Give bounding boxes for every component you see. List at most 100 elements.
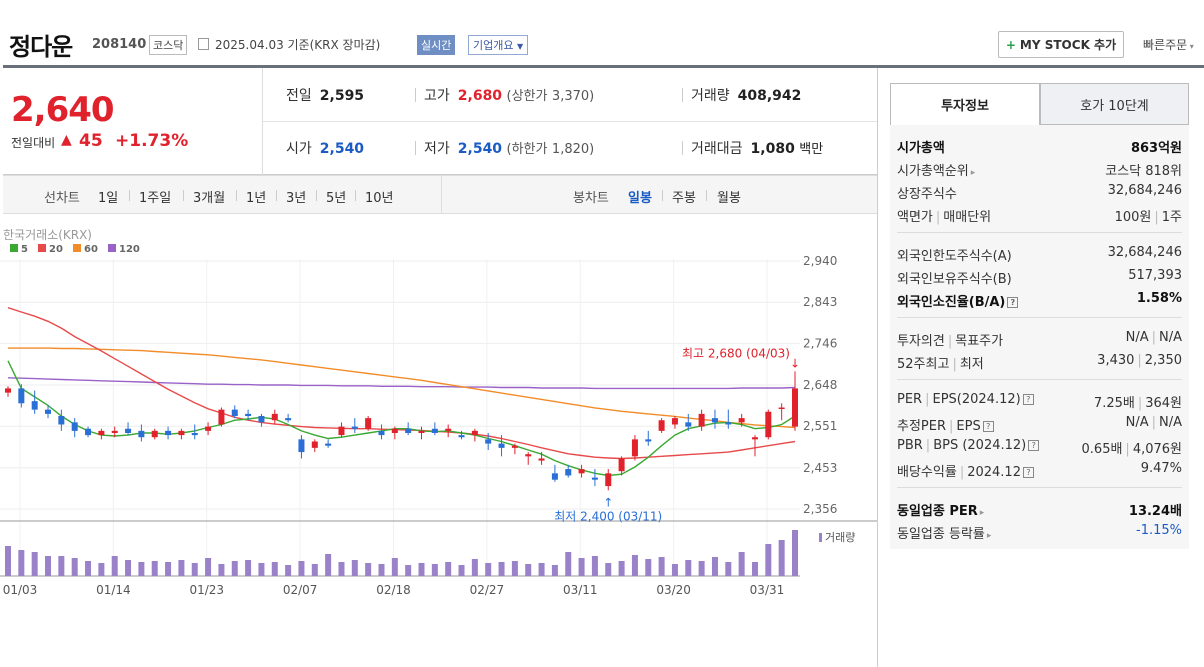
candle-chart-title: 봉차트	[573, 191, 609, 206]
candle-body	[778, 407, 785, 410]
candle-body	[311, 441, 318, 448]
tab-1year[interactable]: 1년	[246, 191, 267, 206]
invest-row: 상장주식수 32,684,246	[897, 179, 1182, 202]
candle-body	[391, 428, 398, 433]
invest-value: N/A | N/A	[1125, 415, 1182, 430]
candle-body	[285, 418, 292, 421]
base-date: 2025.04.03 기준(KRX 장마감)	[215, 38, 381, 52]
candle-body	[671, 418, 678, 425]
invest-row[interactable]: 동일업종 PER ▸ 13.24배	[897, 496, 1182, 519]
add-mystock-button[interactable]: + MY STOCK 추가	[998, 31, 1124, 58]
legend-swatch	[38, 244, 46, 252]
invest-row[interactable]: PER | EPS(2024.12)? 7.25배 | 364원	[897, 388, 1182, 411]
company-overview-dropdown[interactable]: 기업개요 ▼	[468, 35, 529, 55]
tab-10year[interactable]: 10년	[365, 191, 394, 206]
legend-label: 20	[49, 244, 63, 255]
day-high: 고가 2,680 (상한가 3,370)	[424, 88, 595, 104]
candle-body	[231, 409, 238, 416]
candle-body	[685, 422, 692, 427]
stock-chart[interactable]: 한국거래소(KRX) 5 20 60 120 2,940 2,843 2,746 2,648 2,…	[0, 214, 877, 604]
y-tick-label: 2,843	[803, 295, 837, 309]
invest-row[interactable]: 추정PER | EPS? N/A | N/A	[897, 411, 1182, 434]
legend-swatch	[108, 244, 116, 252]
invest-row[interactable]: 시가총액순위 ▸ 코스닥 818위	[897, 156, 1182, 179]
invest-row: 52주최고 | 최저 3,430 | 2,350	[897, 349, 1182, 372]
tab-daily[interactable]: 일봉	[628, 191, 652, 206]
ma120-line	[7, 377, 796, 390]
tab-5year[interactable]: 5년	[326, 191, 347, 206]
help-icon[interactable]: ?	[1022, 394, 1034, 405]
invest-value: 863억원	[1130, 141, 1182, 156]
candle-body	[445, 428, 452, 431]
volume-bar	[125, 560, 132, 576]
candle-body	[98, 430, 105, 436]
panel-divider	[877, 68, 878, 667]
invest-row[interactable]: 배당수익률 | 2024.12? 9.47%	[897, 457, 1182, 480]
candle-body	[525, 454, 532, 457]
stock-code: 208140	[92, 37, 147, 52]
candle-body	[18, 388, 25, 404]
candle-body	[85, 428, 92, 436]
tab-3month[interactable]: 3개월	[193, 191, 226, 206]
low-annotation: 최저 2,400 (03/11)	[554, 509, 662, 523]
volume-bar	[458, 565, 465, 576]
candle-body	[605, 473, 612, 487]
calendar-icon	[198, 38, 209, 50]
change-value: 45	[79, 131, 103, 151]
volume-bar	[765, 544, 772, 576]
stock-header: 정다운 208140 코스닥 2025.04.03 기준(KRX 장마감) 실시…	[0, 0, 1204, 66]
candle-body	[551, 473, 558, 480]
tab-orderbook[interactable]: 호가 10단계	[1040, 83, 1189, 125]
volume-bar	[5, 546, 11, 576]
tab-1week[interactable]: 1주일	[139, 191, 172, 206]
help-icon[interactable]: ?	[1028, 440, 1040, 451]
chevron-down-icon: ▾	[1187, 42, 1194, 51]
volume-bar	[498, 562, 505, 576]
candle-body	[125, 428, 132, 433]
invest-key: 동일업종 등락률 ▸	[897, 527, 992, 542]
invest-key: 투자의견 | 목표주가	[897, 334, 1004, 349]
tab-1day[interactable]: 1일	[98, 191, 119, 206]
volume-bar	[551, 565, 558, 576]
candle-body	[351, 426, 358, 429]
volume-bar	[698, 561, 705, 576]
invest-row[interactable]: 외국인소진율(B/A)? 1.58%	[897, 287, 1182, 310]
tab-3year[interactable]: 3년	[286, 191, 307, 206]
help-icon[interactable]: ?	[982, 421, 994, 432]
candle-body	[365, 418, 372, 429]
tab-monthly[interactable]: 월봉	[717, 191, 741, 206]
volume-bar	[271, 562, 278, 576]
tab-weekly[interactable]: 주봉	[672, 191, 696, 206]
y-tick-label: 2,648	[803, 378, 837, 392]
invest-value: 32,684,246	[1107, 245, 1182, 260]
invest-key: 52주최고 | 최저	[897, 357, 984, 372]
candlestick-chart[interactable]: 한국거래소(KRX) 5 20 60 120 2,940 2,843 2,746 2,648 2,…	[0, 214, 877, 604]
candle-body	[431, 428, 438, 433]
volume-bar	[738, 552, 745, 576]
high-arrow-icon: ↓	[790, 356, 800, 370]
invest-row[interactable]: 동일업종 등락률 ▸ -1.15%	[897, 519, 1182, 542]
candle-body	[751, 437, 758, 440]
help-icon[interactable]: ?	[1022, 467, 1034, 478]
volume-bar	[685, 560, 692, 576]
invest-row[interactable]: PBR | BPS (2024.12)? 0.65배 | 4,076원	[897, 434, 1182, 457]
help-icon[interactable]: ?	[1007, 297, 1019, 308]
realtime-button[interactable]: 실시간	[417, 35, 456, 55]
invest-key: 액면가 | 매매단위	[897, 210, 992, 225]
candle-body	[245, 413, 252, 416]
quick-order-dropdown[interactable]: 빠른주문 ▾	[1143, 36, 1194, 53]
volume: 거래량 408,942	[691, 88, 802, 104]
volume-bar	[311, 564, 318, 576]
tab-invest-info[interactable]: 투자정보	[890, 83, 1040, 125]
invest-value: 3,430 | 2,350	[1097, 353, 1182, 368]
volume-bar	[351, 560, 358, 576]
ma20-line	[7, 307, 796, 460]
volume-bar	[258, 563, 265, 576]
plus-icon: +	[1005, 37, 1016, 52]
invest-key: 동일업종 PER ▸	[897, 504, 985, 519]
invest-value: -1.15%	[1136, 523, 1182, 538]
invest-value: 32,684,246	[1107, 183, 1182, 198]
candle-body	[485, 439, 492, 444]
volume-bar	[792, 530, 798, 576]
candle-body	[325, 443, 332, 446]
